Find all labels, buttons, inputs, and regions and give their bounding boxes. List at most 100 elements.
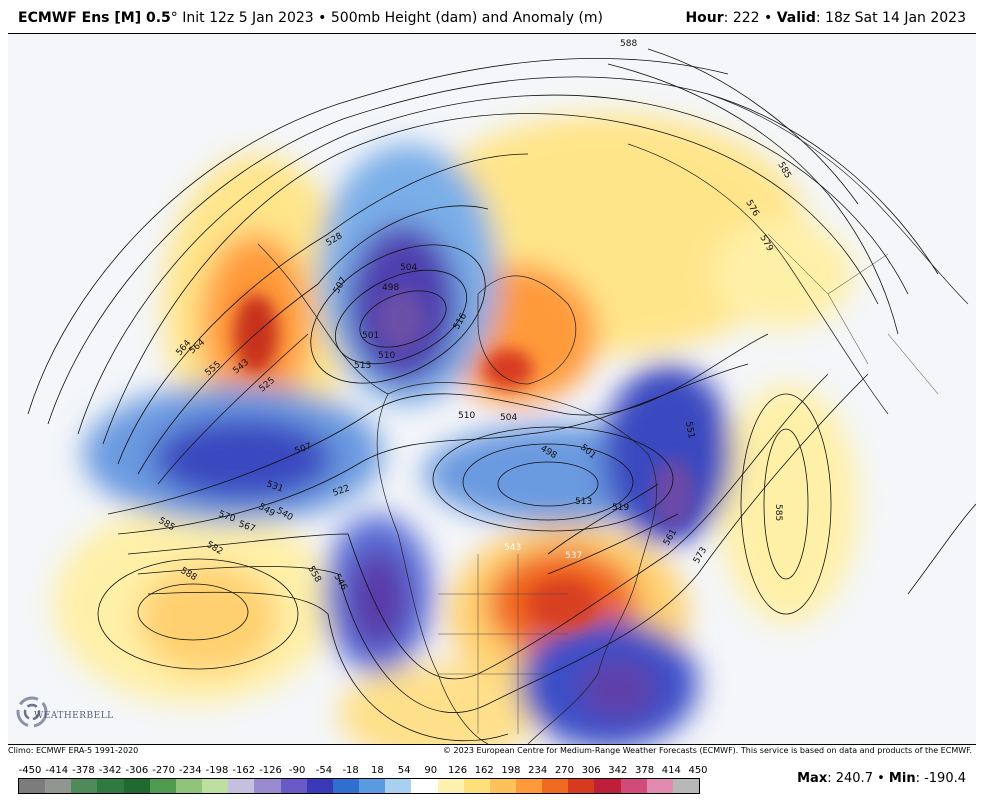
colorbar-swatch	[568, 779, 595, 793]
colorbar-swatch	[646, 779, 673, 793]
stats-separator: •	[877, 771, 885, 786]
contour-13	[607, 63, 899, 335]
colorbar-swatch	[359, 779, 386, 793]
contour-label: 504	[400, 263, 417, 273]
field-description: 500mb Height (dam) and Anomaly (m)	[330, 10, 604, 26]
coast-greenland	[477, 275, 577, 385]
map-title: ECMWF Ens [M] 0.5° Init 12z 5 Jan 2023 •…	[18, 10, 603, 26]
contour-high-1	[97, 558, 299, 670]
colorbar-tick-label: -162	[232, 765, 256, 776]
swirl-icon	[16, 696, 48, 728]
colorbar-swatch	[306, 779, 333, 793]
colorbar-tick-label: 378	[635, 765, 655, 776]
contour-5	[117, 153, 529, 465]
min-anomaly-canada	[376, 289, 426, 349]
colorbar-tick-label: -90	[289, 765, 306, 776]
contour-low-4	[497, 461, 599, 507]
country-borders	[767, 233, 939, 395]
colorbar-swatch	[437, 779, 464, 793]
neg-anomaly-westus-core	[348, 549, 408, 649]
contour-11	[137, 373, 869, 713]
contour-8	[107, 333, 769, 515]
coast-north-america-east	[387, 382, 657, 744]
colorbar-tick-label: 162	[474, 765, 494, 776]
header: ECMWF Ens [M] 0.5° Init 12z 5 Jan 2023 •…	[0, 0, 984, 36]
time-separator: •	[764, 10, 773, 26]
colorbar-tick-label: -234	[178, 765, 202, 776]
neg-anomaly-gulf-core	[578, 659, 658, 719]
pos-anomaly-pacific-core	[138, 564, 278, 674]
contour-low-3	[310, 244, 486, 384]
contour-low-2	[334, 269, 468, 365]
colorbar-tick-label: 18	[370, 765, 384, 776]
colorbar-tick-label: 414	[661, 765, 681, 776]
colorbar-swatch	[202, 779, 229, 793]
contour-label: 510	[378, 351, 395, 361]
hour-label: Hour	[685, 10, 724, 26]
colorbar-tick-label: 306	[581, 765, 601, 776]
contour-label: 585	[773, 504, 783, 521]
colorbar-tick-label: -414	[45, 765, 69, 776]
hour-value: : 222	[723, 10, 760, 26]
contour-label: 513	[575, 497, 592, 507]
colorbar-swatch	[123, 779, 150, 793]
contour-label: 551	[683, 421, 696, 440]
contour-17	[907, 503, 976, 595]
valid-value: : 18z Sat 14 Jan 2023	[815, 10, 966, 26]
coast-north-america-west	[376, 393, 489, 744]
colorbar-swatch	[515, 779, 543, 793]
header-divider	[8, 33, 976, 34]
colorbar-swatch	[254, 779, 281, 793]
weatherbell-logo: WEATHERBELL	[12, 690, 113, 740]
title-separator: •	[318, 10, 327, 26]
min-label: Min	[888, 771, 916, 786]
contour-7	[157, 333, 309, 485]
colorbar-tick-label: -378	[72, 765, 95, 776]
contour-low-6	[432, 426, 674, 532]
state-borders	[438, 554, 568, 734]
pos-anomaly-atlantic	[718, 384, 858, 624]
max-min-readout: Max: 240.7 • Min: -190.4	[797, 771, 966, 786]
contour-6	[137, 205, 489, 475]
anomaly-shading	[53, 114, 858, 744]
colorbar-swatch	[385, 779, 412, 793]
colorbar-tick-label: 342	[608, 765, 628, 776]
contour-label: 501	[362, 331, 379, 341]
colorbar-labels: -450 -414 -378 -342 -306 -270 -234 -198 -162 -126…	[18, 765, 708, 777]
contour-label: 510	[458, 411, 475, 421]
pos-anomaly-southus	[338, 664, 538, 744]
contour-16	[547, 513, 679, 575]
coast-europe	[627, 143, 889, 415]
colorbar-tick-label: -450	[18, 765, 42, 776]
climo-credit: Climo: ECMWF ERA-5 1991-2020	[8, 746, 139, 755]
colorbar-swatch	[149, 779, 176, 793]
colorbar-tick-label: -306	[125, 765, 149, 776]
colorbar-tick-label: 270	[554, 765, 574, 776]
colorbar-swatch	[45, 779, 72, 793]
contour-label: 543	[504, 543, 521, 553]
colorbar-swatch	[71, 779, 98, 793]
contour-low-5	[462, 443, 634, 521]
max-label: Max	[797, 771, 828, 786]
coast-asia	[707, 93, 969, 305]
pos-anomaly-europe	[713, 219, 853, 329]
logo-text: WEATHERBELL	[34, 711, 114, 721]
neg-anomaly-pacific-core	[153, 417, 333, 501]
colorbar-swatch	[228, 779, 255, 793]
colorbar-swatch	[463, 779, 490, 793]
coastlines	[257, 93, 969, 744]
colorbar-tick-label: -18	[342, 765, 359, 776]
contour-15	[547, 483, 659, 555]
contour-high-4	[740, 393, 832, 615]
contour-high-2	[137, 583, 249, 641]
colorbar-swatch	[19, 779, 46, 793]
contour-label: 504	[500, 413, 517, 423]
contour-3	[77, 94, 909, 435]
contour-12	[147, 591, 509, 742]
copyright-credit: © 2023 European Centre for Medium-Range …	[443, 746, 972, 755]
colorbar	[18, 778, 700, 794]
forecast-time: Hour: 222 • Valid: 18z Sat 14 Jan 2023	[685, 10, 966, 26]
colorbar-tick-label: -198	[205, 765, 229, 776]
colorbar-tick-label: 90	[424, 765, 438, 776]
map-svg: 588 585 576 579 582 585 588 585 570 567 …	[8, 34, 976, 744]
